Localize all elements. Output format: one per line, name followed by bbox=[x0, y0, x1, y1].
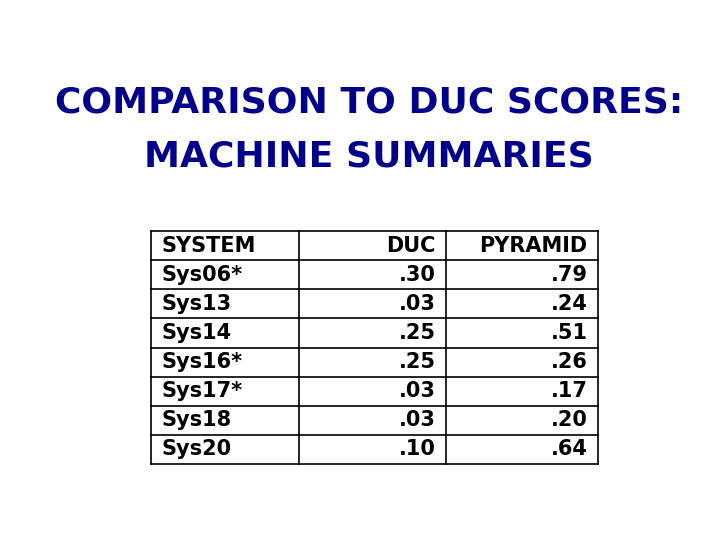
Text: PYRAMID: PYRAMID bbox=[480, 235, 588, 255]
Text: Sys06*: Sys06* bbox=[161, 265, 243, 285]
Text: Sys20: Sys20 bbox=[161, 440, 232, 460]
Text: Sys17*: Sys17* bbox=[161, 381, 243, 401]
Text: .30: .30 bbox=[399, 265, 436, 285]
Text: .20: .20 bbox=[551, 410, 588, 430]
Text: .17: .17 bbox=[551, 381, 588, 401]
Text: .64: .64 bbox=[551, 440, 588, 460]
Text: .10: .10 bbox=[399, 440, 436, 460]
Text: .03: .03 bbox=[399, 410, 436, 430]
Text: Sys13: Sys13 bbox=[161, 294, 232, 314]
Text: .51: .51 bbox=[551, 323, 588, 343]
Text: SYSTEM: SYSTEM bbox=[161, 235, 256, 255]
Text: DUC: DUC bbox=[387, 235, 436, 255]
Text: .25: .25 bbox=[399, 352, 436, 372]
Text: .26: .26 bbox=[551, 352, 588, 372]
Text: .79: .79 bbox=[551, 265, 588, 285]
Text: .03: .03 bbox=[399, 294, 436, 314]
Text: Sys16*: Sys16* bbox=[161, 352, 243, 372]
Text: COMPARISON TO DUC SCORES:: COMPARISON TO DUC SCORES: bbox=[55, 85, 683, 119]
Text: Sys18: Sys18 bbox=[161, 410, 232, 430]
Text: Sys14: Sys14 bbox=[161, 323, 232, 343]
Text: .25: .25 bbox=[399, 323, 436, 343]
Text: .03: .03 bbox=[399, 381, 436, 401]
Text: .24: .24 bbox=[551, 294, 588, 314]
Text: MACHINE SUMMARIES: MACHINE SUMMARIES bbox=[144, 140, 594, 174]
